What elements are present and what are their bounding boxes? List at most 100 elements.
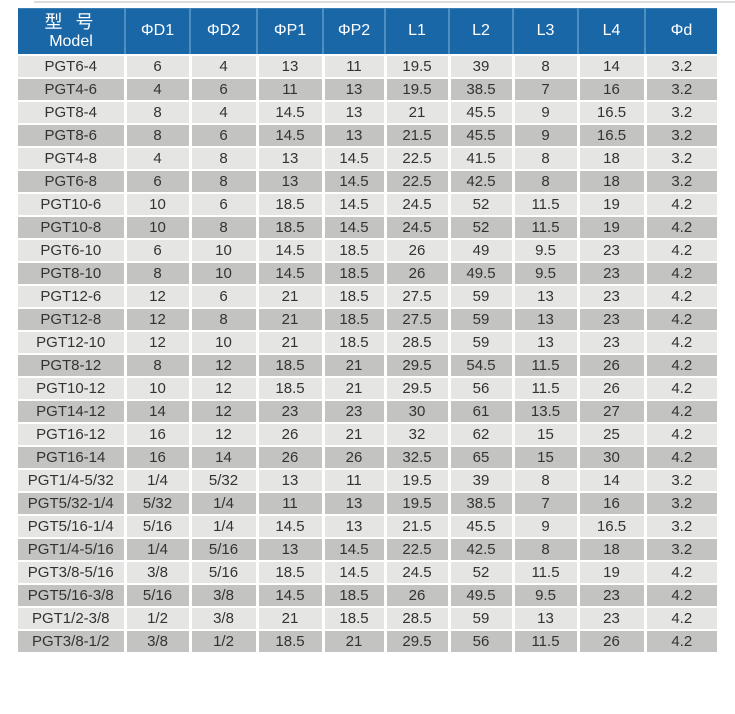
value-cell: 24.5	[385, 192, 451, 217]
value-cell: 7	[513, 491, 580, 516]
value-cell: 4.2	[645, 560, 717, 585]
value-cell: 14.5	[257, 583, 325, 608]
model-cell: PGT12-6	[18, 284, 127, 309]
value-cell: 6	[190, 192, 259, 217]
value-cell: 19.5	[385, 468, 451, 493]
value-cell: 59	[449, 284, 515, 309]
value-cell: 3/8	[125, 629, 192, 654]
value-cell: 29.5	[385, 353, 451, 378]
value-cell: 3.2	[645, 169, 717, 194]
value-cell: 8	[513, 54, 580, 79]
value-cell: 56	[449, 376, 515, 401]
model-cell: PGT5/16-3/8	[18, 583, 127, 608]
value-cell: 21	[257, 307, 325, 332]
value-cell: 54.5	[449, 353, 515, 378]
value-cell: 8	[190, 169, 259, 194]
value-cell: 18.5	[323, 606, 387, 631]
value-cell: 11.5	[513, 192, 580, 217]
table-row: PGT12-8 12 8 21 18.5 27.5 59 13 23 4.2	[18, 307, 717, 332]
value-cell: 21.5	[385, 514, 451, 539]
value-cell: 45.5	[449, 123, 515, 148]
value-cell: 16.5	[578, 514, 647, 539]
value-cell: 27.5	[385, 307, 451, 332]
value-cell: 19.5	[385, 77, 451, 102]
value-cell: 14.5	[323, 560, 387, 585]
value-cell: 61	[449, 399, 515, 424]
value-cell: 8	[125, 123, 192, 148]
value-cell: 1/2	[125, 606, 192, 631]
value-cell: 9.5	[513, 583, 580, 608]
value-cell: 27.5	[385, 284, 451, 309]
value-cell: 13	[513, 284, 580, 309]
value-cell: 23	[578, 583, 647, 608]
model-cell: PGT4-8	[18, 146, 127, 171]
value-cell: 4.2	[645, 399, 717, 424]
value-cell: 22.5	[385, 169, 451, 194]
value-cell: 4.2	[645, 192, 717, 217]
value-cell: 18.5	[257, 215, 325, 240]
table-row: PGT6-10 6 10 14.5 18.5 26 49 9.5 23 4.2	[18, 238, 717, 263]
value-cell: 22.5	[385, 146, 451, 171]
value-cell: 5/16	[125, 514, 192, 539]
value-cell: 12	[125, 307, 192, 332]
model-cell: PGT14-12	[18, 399, 127, 424]
value-cell: 14	[578, 468, 647, 493]
table-row: PGT12-6 12 6 21 18.5 27.5 59 13 23 4.2	[18, 284, 717, 309]
value-cell: 5/16	[125, 583, 192, 608]
model-cell: PGT6-10	[18, 238, 127, 263]
value-cell: 18	[578, 537, 647, 562]
value-cell: 10	[125, 376, 192, 401]
header-cell-8: Φd	[645, 8, 717, 56]
value-cell: 38.5	[449, 77, 515, 102]
value-cell: 32.5	[385, 445, 451, 470]
value-cell: 9.5	[513, 261, 580, 286]
value-cell: 9	[513, 100, 580, 125]
value-cell: 52	[449, 560, 515, 585]
table-row: PGT8-12 8 12 18.5 21 29.5 54.5 11.5 26 4.2	[18, 353, 717, 378]
table-row: PGT5/16-1/4 5/16 1/4 14.5 13 21.5 45.5 9 16.5 3.2	[18, 514, 717, 539]
model-cell: PGT6-8	[18, 169, 127, 194]
table-row: PGT1/2-3/8 1/2 3/8 21 18.5 28.5 59 13 23 4.2	[18, 606, 717, 631]
value-cell: 4.2	[645, 284, 717, 309]
value-cell: 12	[125, 330, 192, 355]
value-cell: 13	[257, 54, 325, 79]
value-cell: 3.2	[645, 468, 717, 493]
table-row: PGT6-8 6 8 13 14.5 22.5 42.5 8 18 3.2	[18, 169, 717, 194]
value-cell: 10	[190, 238, 259, 263]
value-cell: 18.5	[257, 192, 325, 217]
value-cell: 19	[578, 560, 647, 585]
value-cell: 13	[323, 77, 387, 102]
value-cell: 11	[323, 468, 387, 493]
value-cell: 6	[190, 123, 259, 148]
value-cell: 26	[257, 422, 325, 447]
value-cell: 3/8	[125, 560, 192, 585]
value-cell: 13	[323, 491, 387, 516]
value-cell: 62	[449, 422, 515, 447]
value-cell: 26	[578, 353, 647, 378]
value-cell: 21	[257, 606, 325, 631]
table-row: PGT5/32-1/4 5/32 1/4 11 13 19.5 38.5 7 16 3.2	[18, 491, 717, 516]
model-cell: PGT5/16-1/4	[18, 514, 127, 539]
value-cell: 23	[257, 399, 325, 424]
value-cell: 13	[513, 330, 580, 355]
value-cell: 26	[385, 261, 451, 286]
value-cell: 38.5	[449, 491, 515, 516]
value-cell: 23	[578, 261, 647, 286]
value-cell: 4	[125, 77, 192, 102]
value-cell: 11.5	[513, 376, 580, 401]
value-cell: 26	[578, 629, 647, 654]
value-cell: 5/32	[190, 468, 259, 493]
value-cell: 11	[257, 77, 325, 102]
value-cell: 6	[190, 284, 259, 309]
value-cell: 13	[323, 123, 387, 148]
value-cell: 6	[125, 169, 192, 194]
value-cell: 49.5	[449, 583, 515, 608]
value-cell: 5/16	[190, 560, 259, 585]
top-divider	[34, 1, 735, 3]
value-cell: 10	[125, 192, 192, 217]
value-cell: 12	[125, 284, 192, 309]
value-cell: 49	[449, 238, 515, 263]
value-cell: 16.5	[578, 100, 647, 125]
value-cell: 19	[578, 192, 647, 217]
value-cell: 4.2	[645, 629, 717, 654]
